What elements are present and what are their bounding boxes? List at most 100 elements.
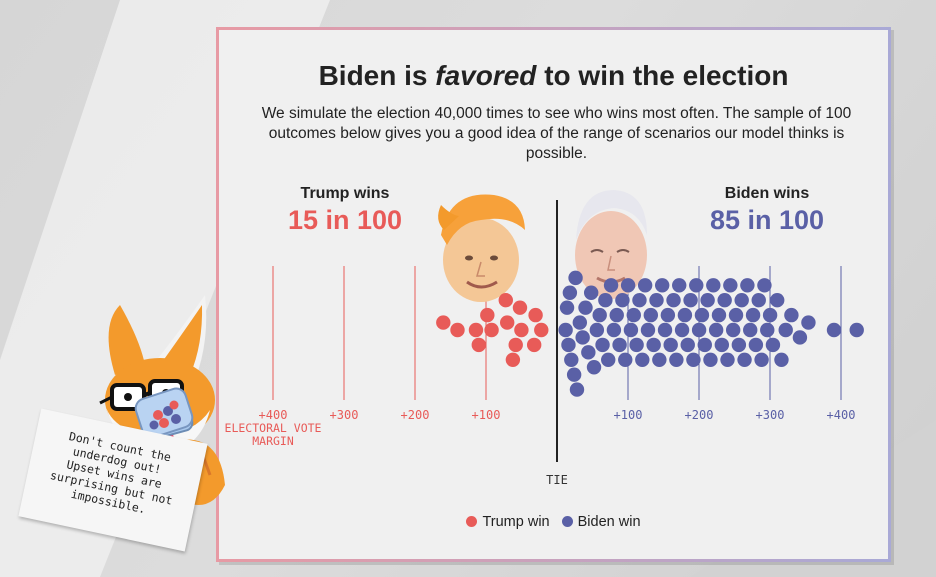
biden-win-dot <box>694 307 710 323</box>
biden-win-dot <box>566 367 582 382</box>
trump-win-dot <box>450 322 465 338</box>
biden-win-dot <box>792 330 808 345</box>
biden-win-dot <box>751 293 766 308</box>
biden-head-icon <box>575 190 647 299</box>
biden-win-dot <box>654 278 670 293</box>
biden-swatch-icon <box>561 516 573 527</box>
trump-win-dot <box>500 315 515 330</box>
biden-win-dot <box>680 337 695 353</box>
biden-win-dot <box>626 307 641 323</box>
tick-label-trump-300: +300 <box>330 408 359 422</box>
trump-win-dot <box>471 337 486 353</box>
biden-win-dot <box>677 307 693 323</box>
biden-win-dot <box>826 322 842 338</box>
biden-win-dot <box>728 307 744 323</box>
biden-win-dot <box>683 293 698 308</box>
biden-win-dot <box>623 322 639 338</box>
trump-win-dot <box>436 315 451 330</box>
trump-head-icon <box>438 194 525 302</box>
biden-win-dot <box>689 278 704 293</box>
biden-win-dot <box>700 293 715 308</box>
biden-win-dot <box>778 322 793 338</box>
title-prefix: Biden is <box>318 60 428 91</box>
biden-win-dot <box>649 293 664 308</box>
biden-win-dot <box>595 337 610 353</box>
trump-win-dot <box>526 337 542 353</box>
biden-win-dot <box>564 352 579 367</box>
x-axis-label-line2: MARGIN <box>252 434 294 448</box>
biden-win-dot <box>589 322 605 338</box>
trump-win-dot <box>484 322 499 338</box>
biden-win-dot <box>632 293 647 308</box>
biden-win-dot <box>674 322 690 338</box>
biden-win-dot <box>578 300 593 315</box>
biden-win-dot <box>657 322 673 338</box>
biden-win-dot <box>561 337 576 353</box>
biden-win-dot <box>669 352 684 367</box>
biden-win-dot <box>849 322 864 338</box>
legend-item-trump: Trump win <box>466 514 553 530</box>
biden-win-dot <box>762 307 778 323</box>
biden-win-dot <box>708 322 724 338</box>
tick-label-biden-400: +400 <box>827 408 856 422</box>
biden-win-dot <box>620 278 636 293</box>
biden-win-dot <box>572 315 588 330</box>
biden-win-dot <box>660 307 676 323</box>
trump-win-dot <box>505 352 521 367</box>
trump-wins-count: 15 in 100 <box>287 205 403 235</box>
biden-win-dot <box>592 307 607 323</box>
biden-win-dot <box>663 337 678 353</box>
biden-win-dot <box>618 352 633 367</box>
tick-label-trump-200: +200 <box>401 408 430 422</box>
biden-win-dot <box>774 352 789 367</box>
biden-wins-label: Biden wins <box>724 185 810 202</box>
biden-win-dot <box>706 278 721 293</box>
biden-win-dot <box>686 352 701 367</box>
biden-win-dot <box>770 293 785 308</box>
biden-win-dot <box>801 315 816 330</box>
chart-subtitle: We simulate the election 40,000 times to… <box>261 105 852 162</box>
biden-win-dot <box>635 352 650 367</box>
mascot-note-text: Don't count the underdog out! Upset wins… <box>48 429 174 517</box>
trump-win-dot <box>468 322 484 338</box>
trump-win-dot <box>528 307 543 323</box>
biden-win-dot <box>558 322 573 338</box>
biden-win-dot <box>643 307 659 323</box>
trump-wins-label: Trump wins <box>300 185 390 202</box>
biden-win-dot <box>583 285 599 300</box>
biden-win-dot <box>562 285 578 300</box>
biden-win-dot <box>720 352 735 367</box>
biden-win-dot <box>606 322 622 338</box>
biden-win-dot <box>598 293 613 308</box>
trump-win-dot <box>480 307 495 323</box>
biden-win-dot <box>569 382 585 397</box>
biden-win-dot <box>711 307 727 323</box>
biden-win-dot <box>559 300 575 315</box>
biden-win-dot <box>697 337 712 353</box>
tie-label: TIE <box>546 473 568 487</box>
trump-win-dot <box>512 300 528 315</box>
trump-win-dot <box>508 337 523 353</box>
biden-win-dot <box>714 337 730 353</box>
title-emphasis: favored <box>435 60 537 91</box>
outcome-dot-plot: TIE +400 +300 +200 +100 +100 +200 +300 +400 ELE… <box>225 190 864 487</box>
biden-win-dot <box>723 278 738 293</box>
trump-summary: Trump wins 15 in 100 <box>275 185 415 236</box>
legend-item-biden: Biden win <box>561 514 641 530</box>
biden-win-dot <box>581 345 596 360</box>
biden-win-dot <box>754 352 769 367</box>
tick-label-biden-300: +300 <box>756 408 785 422</box>
x-axis-label: ELECTORAL VOTE <box>225 421 322 435</box>
biden-win-dot <box>672 278 687 293</box>
tick-label-trump-100: +100 <box>472 408 501 422</box>
biden-win-dot <box>748 337 764 353</box>
biden-win-dot <box>784 307 799 323</box>
biden-win-dot <box>725 322 741 338</box>
dots <box>436 270 864 397</box>
tick-label-biden-100: +100 <box>614 408 643 422</box>
biden-win-dot <box>743 322 758 338</box>
tick-label-trump-400: +400 <box>259 408 288 422</box>
biden-win-dot <box>691 322 707 338</box>
trump-win-dot <box>514 322 529 338</box>
biden-win-dot <box>666 293 681 308</box>
